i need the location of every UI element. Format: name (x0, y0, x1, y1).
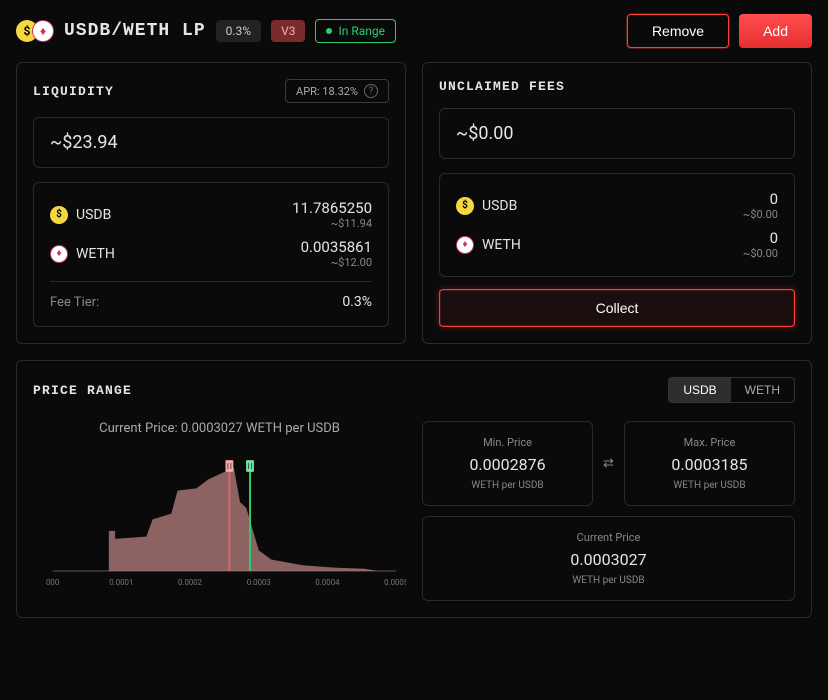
min-price-card: Min. Price 0.0002876 WETH per USDB (422, 421, 593, 506)
max-price-unit: WETH per USDB (635, 480, 784, 491)
token-pair-icons: $ ♦ (16, 20, 54, 42)
min-price-label: Min. Price (433, 436, 582, 449)
liquidity-card: Liquidity APR: 18.32% ? ~$23.94 $ USDB 1… (16, 62, 406, 344)
max-price-label: Max. Price (635, 436, 784, 449)
min-price-value: 0.0002876 (433, 455, 582, 474)
liquidity-distribution-chart: 000 0.0001 0.0002 0.0003 0.0004 0.0005 (33, 450, 406, 590)
weth-icon: ♦ (32, 20, 54, 42)
token-symbol: USDB (76, 207, 111, 223)
chart-column: Current Price: 0.0003027 WETH per USDB 0… (33, 421, 406, 601)
svg-text:0.0003: 0.0003 (247, 578, 271, 587)
fees-token-list: $ USDB 0 ~$0.00 ♦ WETH 0 ~$0.00 (439, 173, 795, 277)
fees-title: Unclaimed Fees (439, 79, 565, 94)
current-price-text: Current Price: 0.0003027 WETH per USDB (33, 421, 406, 436)
current-price-card: Current Price 0.0003027 WETH per USDB (422, 516, 795, 601)
add-button[interactable]: Add (739, 14, 812, 48)
toggle-usdb-button[interactable]: USDB (669, 378, 730, 402)
status-dot-icon (326, 28, 332, 34)
usdb-icon: $ (456, 197, 474, 215)
token-usd: ~$12.00 (301, 256, 372, 269)
price-column: Min. Price 0.0002876 WETH per USDB ⇄ Max… (422, 421, 795, 601)
current-price-label: Current Price (433, 531, 784, 544)
pair-title: USDB/WETH LP (64, 21, 206, 41)
svg-text:0.0001: 0.0001 (109, 578, 133, 587)
help-icon[interactable]: ? (364, 84, 378, 98)
svg-text:0.0005: 0.0005 (384, 578, 406, 587)
swap-icon[interactable]: ⇄ (603, 421, 614, 506)
token-row: ♦ WETH 0 ~$0.00 (456, 225, 778, 264)
toggle-weth-button[interactable]: WETH (731, 378, 794, 402)
liquidity-title: Liquidity (33, 84, 114, 99)
price-range-card: Price Range USDB WETH Current Price: 0.0… (16, 360, 812, 618)
fee-tier-value: 0.3% (342, 294, 372, 310)
svg-text:000: 000 (46, 578, 59, 587)
token-row: $ USDB 11.7865250 ~$11.94 (50, 195, 372, 234)
svg-text:0.0002: 0.0002 (178, 578, 203, 587)
svg-text:0.0004: 0.0004 (315, 578, 340, 587)
min-price-unit: WETH per USDB (433, 480, 582, 491)
weth-icon: ♦ (50, 245, 68, 263)
token-symbol: WETH (482, 237, 521, 253)
token-row: ♦ WETH 0.0035861 ~$12.00 (50, 234, 372, 273)
collect-button[interactable]: Collect (439, 289, 795, 327)
weth-icon: ♦ (456, 236, 474, 254)
version-badge: V3 (271, 20, 305, 42)
range-badge-label: In Range (338, 24, 385, 38)
liquidity-total-value: ~$23.94 (33, 117, 389, 168)
fee-tier-row: Fee Tier: 0.3% (50, 281, 372, 314)
max-price-card: Max. Price 0.0003185 WETH per USDB (624, 421, 795, 506)
max-price-value: 0.0003185 (635, 455, 784, 474)
liquidity-token-list: $ USDB 11.7865250 ~$11.94 ♦ WETH 0.00358… (33, 182, 389, 327)
token-amount: 0 (743, 229, 778, 247)
token-usd: ~$0.00 (743, 247, 778, 260)
token-amount: 0.0035861 (301, 238, 372, 256)
fees-card: Unclaimed Fees ~$0.00 $ USDB 0 ~$0.00 ♦ … (422, 62, 812, 344)
token-usd: ~$0.00 (743, 208, 778, 221)
fees-total-value: ~$0.00 (439, 108, 795, 159)
token-row: $ USDB 0 ~$0.00 (456, 186, 778, 225)
token-symbol: USDB (482, 198, 517, 214)
token-toggle: USDB WETH (668, 377, 795, 403)
token-usd: ~$11.94 (292, 217, 372, 230)
current-price-value: 0.0003027 (433, 550, 784, 569)
token-amount: 11.7865250 (292, 199, 372, 217)
apr-badge: APR: 18.32% ? (285, 79, 389, 103)
page-header: $ ♦ USDB/WETH LP 0.3% V3 In Range Remove… (0, 0, 828, 62)
price-range-title: Price Range (33, 383, 132, 398)
token-symbol: WETH (76, 246, 115, 262)
token-amount: 0 (743, 190, 778, 208)
usdb-icon: $ (50, 206, 68, 224)
apr-label: APR: 18.32% (296, 85, 358, 98)
fee-tier-label: Fee Tier: (50, 295, 99, 310)
remove-button[interactable]: Remove (627, 14, 729, 48)
fee-badge: 0.3% (216, 20, 261, 42)
range-badge: In Range (315, 19, 396, 43)
header-actions: Remove Add (627, 14, 812, 48)
current-price-unit: WETH per USDB (433, 575, 784, 586)
